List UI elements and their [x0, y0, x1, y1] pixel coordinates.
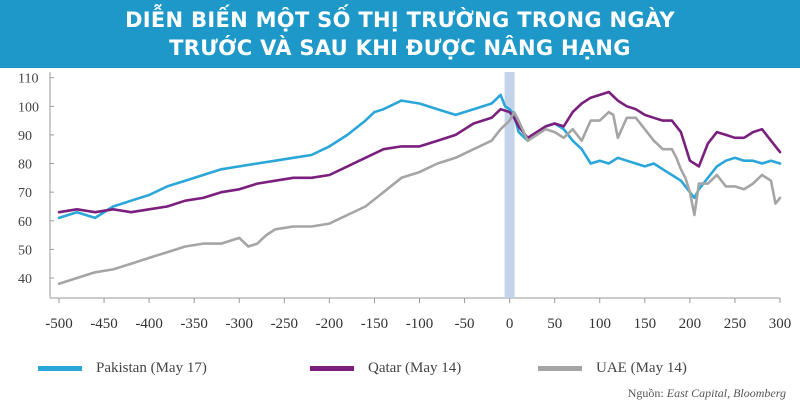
legend-swatch-pakistan: [38, 365, 82, 371]
x-tick-label: -450: [90, 316, 118, 332]
chart-title-line-2: TRƯỚC VÀ SAU KHI ĐƯỢC NÂNG HẠNG: [169, 36, 631, 60]
x-tick-label: -200: [316, 316, 344, 332]
series-line-uae: [57, 110, 782, 285]
title-banner: DIỄN BIẾN MỘT SỐ THỊ TRƯỜNG TRONG NGÀY T…: [0, 0, 800, 68]
y-tick-label: 90: [18, 129, 32, 144]
x-tick-label: 150: [634, 316, 657, 332]
x-tick-label: 0: [506, 316, 514, 332]
legend-item-uae: UAE (May 14): [538, 358, 687, 378]
legend-label-pakistan: Pakistan (May 17): [96, 359, 207, 376]
chart-title-line-1: DIỄN BIẾN MỘT SỐ THỊ TRƯỜNG TRONG NGÀY: [125, 8, 675, 32]
x-tick-label: 100: [589, 316, 612, 332]
legend-swatch-qatar: [310, 365, 354, 371]
x-tick-label: 50: [547, 316, 562, 332]
y-tick-label: 40: [18, 272, 32, 287]
x-tick-label: -50: [455, 316, 475, 332]
legend-label-uae: UAE (May 14): [596, 359, 687, 376]
x-tick-label: -150: [361, 316, 389, 332]
legend-item-pakistan: Pakistan (May 17): [38, 358, 207, 378]
x-tick-label: -300: [226, 316, 254, 332]
y-tick-label: 110: [18, 72, 38, 87]
source-note: Nguồn: East Capital, Bloomberg: [628, 386, 786, 401]
y-tick-label: 80: [18, 158, 32, 173]
x-tick-label: -400: [135, 316, 163, 332]
x-tick-label: -100: [406, 316, 434, 332]
upgrade-day-band: [504, 72, 515, 298]
y-tick-label: 70: [18, 186, 32, 201]
x-tick-label: -250: [271, 316, 299, 332]
x-tick-label: 300: [769, 316, 792, 332]
legend-item-qatar: Qatar (May 14): [310, 358, 461, 378]
y-tick-label: 50: [18, 243, 32, 258]
legend-swatch-uae: [538, 365, 582, 371]
x-tick-label: 250: [724, 316, 747, 332]
legend-label-qatar: Qatar (May 14): [368, 359, 462, 376]
series-line-qatar: [57, 90, 782, 214]
y-tick-label: 100: [18, 100, 39, 115]
source-label: Nguồn:: [627, 386, 664, 400]
series-line-pakistan: [57, 93, 782, 220]
x-tick-label: -350: [180, 316, 208, 332]
x-tick-label: 200: [679, 316, 702, 332]
source-text: East Capital, Bloomberg: [666, 386, 786, 400]
x-tick-label: -500: [45, 316, 73, 332]
y-tick-label: 60: [18, 215, 32, 230]
